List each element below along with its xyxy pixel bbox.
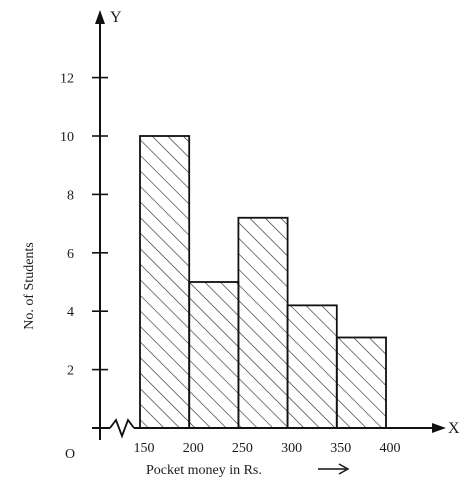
x-axis-arrow-icon: [432, 423, 446, 433]
x-tick-label: 350: [330, 441, 351, 456]
y-tick-label: 6: [67, 247, 74, 262]
y-axis-arrow-icon: [95, 10, 105, 24]
y-axis-title: No. of Students: [22, 242, 37, 330]
y-tick-label: 12: [60, 72, 74, 87]
x-tick-label: 250: [232, 441, 253, 456]
y-tick-label: 10: [60, 130, 74, 145]
x-tick-label: 400: [380, 441, 401, 456]
histogram-bar-350-400: [335, 336, 387, 429]
x-axis-title: Pocket money in Rs.: [146, 463, 262, 478]
y-tick-label: 2: [67, 364, 74, 379]
bars-group: [139, 135, 387, 429]
axis-break-icon: [109, 418, 135, 439]
y-tick-label: 8: [67, 188, 74, 203]
x-axis-letter: X: [448, 420, 460, 437]
x-label-arrow-icon: [338, 463, 350, 475]
origin-label: O: [65, 447, 75, 462]
histogram-bar-250-300: [237, 216, 289, 429]
x-tick-label: 150: [134, 441, 155, 456]
y-tick-label: 4: [67, 305, 74, 320]
histogram-bar-150-200: [139, 135, 191, 429]
x-tick-label: 200: [183, 441, 204, 456]
histogram-bar-300-350: [286, 304, 338, 429]
x-tick-label: 300: [281, 441, 302, 456]
y-ticks-group: 2 4 6 8 10 12: [60, 72, 108, 379]
histogram-bar-200-250: [188, 281, 240, 429]
x-ticks-group: 150 200 250 300 350 400: [134, 441, 401, 456]
y-axis-letter: Y: [110, 9, 122, 26]
